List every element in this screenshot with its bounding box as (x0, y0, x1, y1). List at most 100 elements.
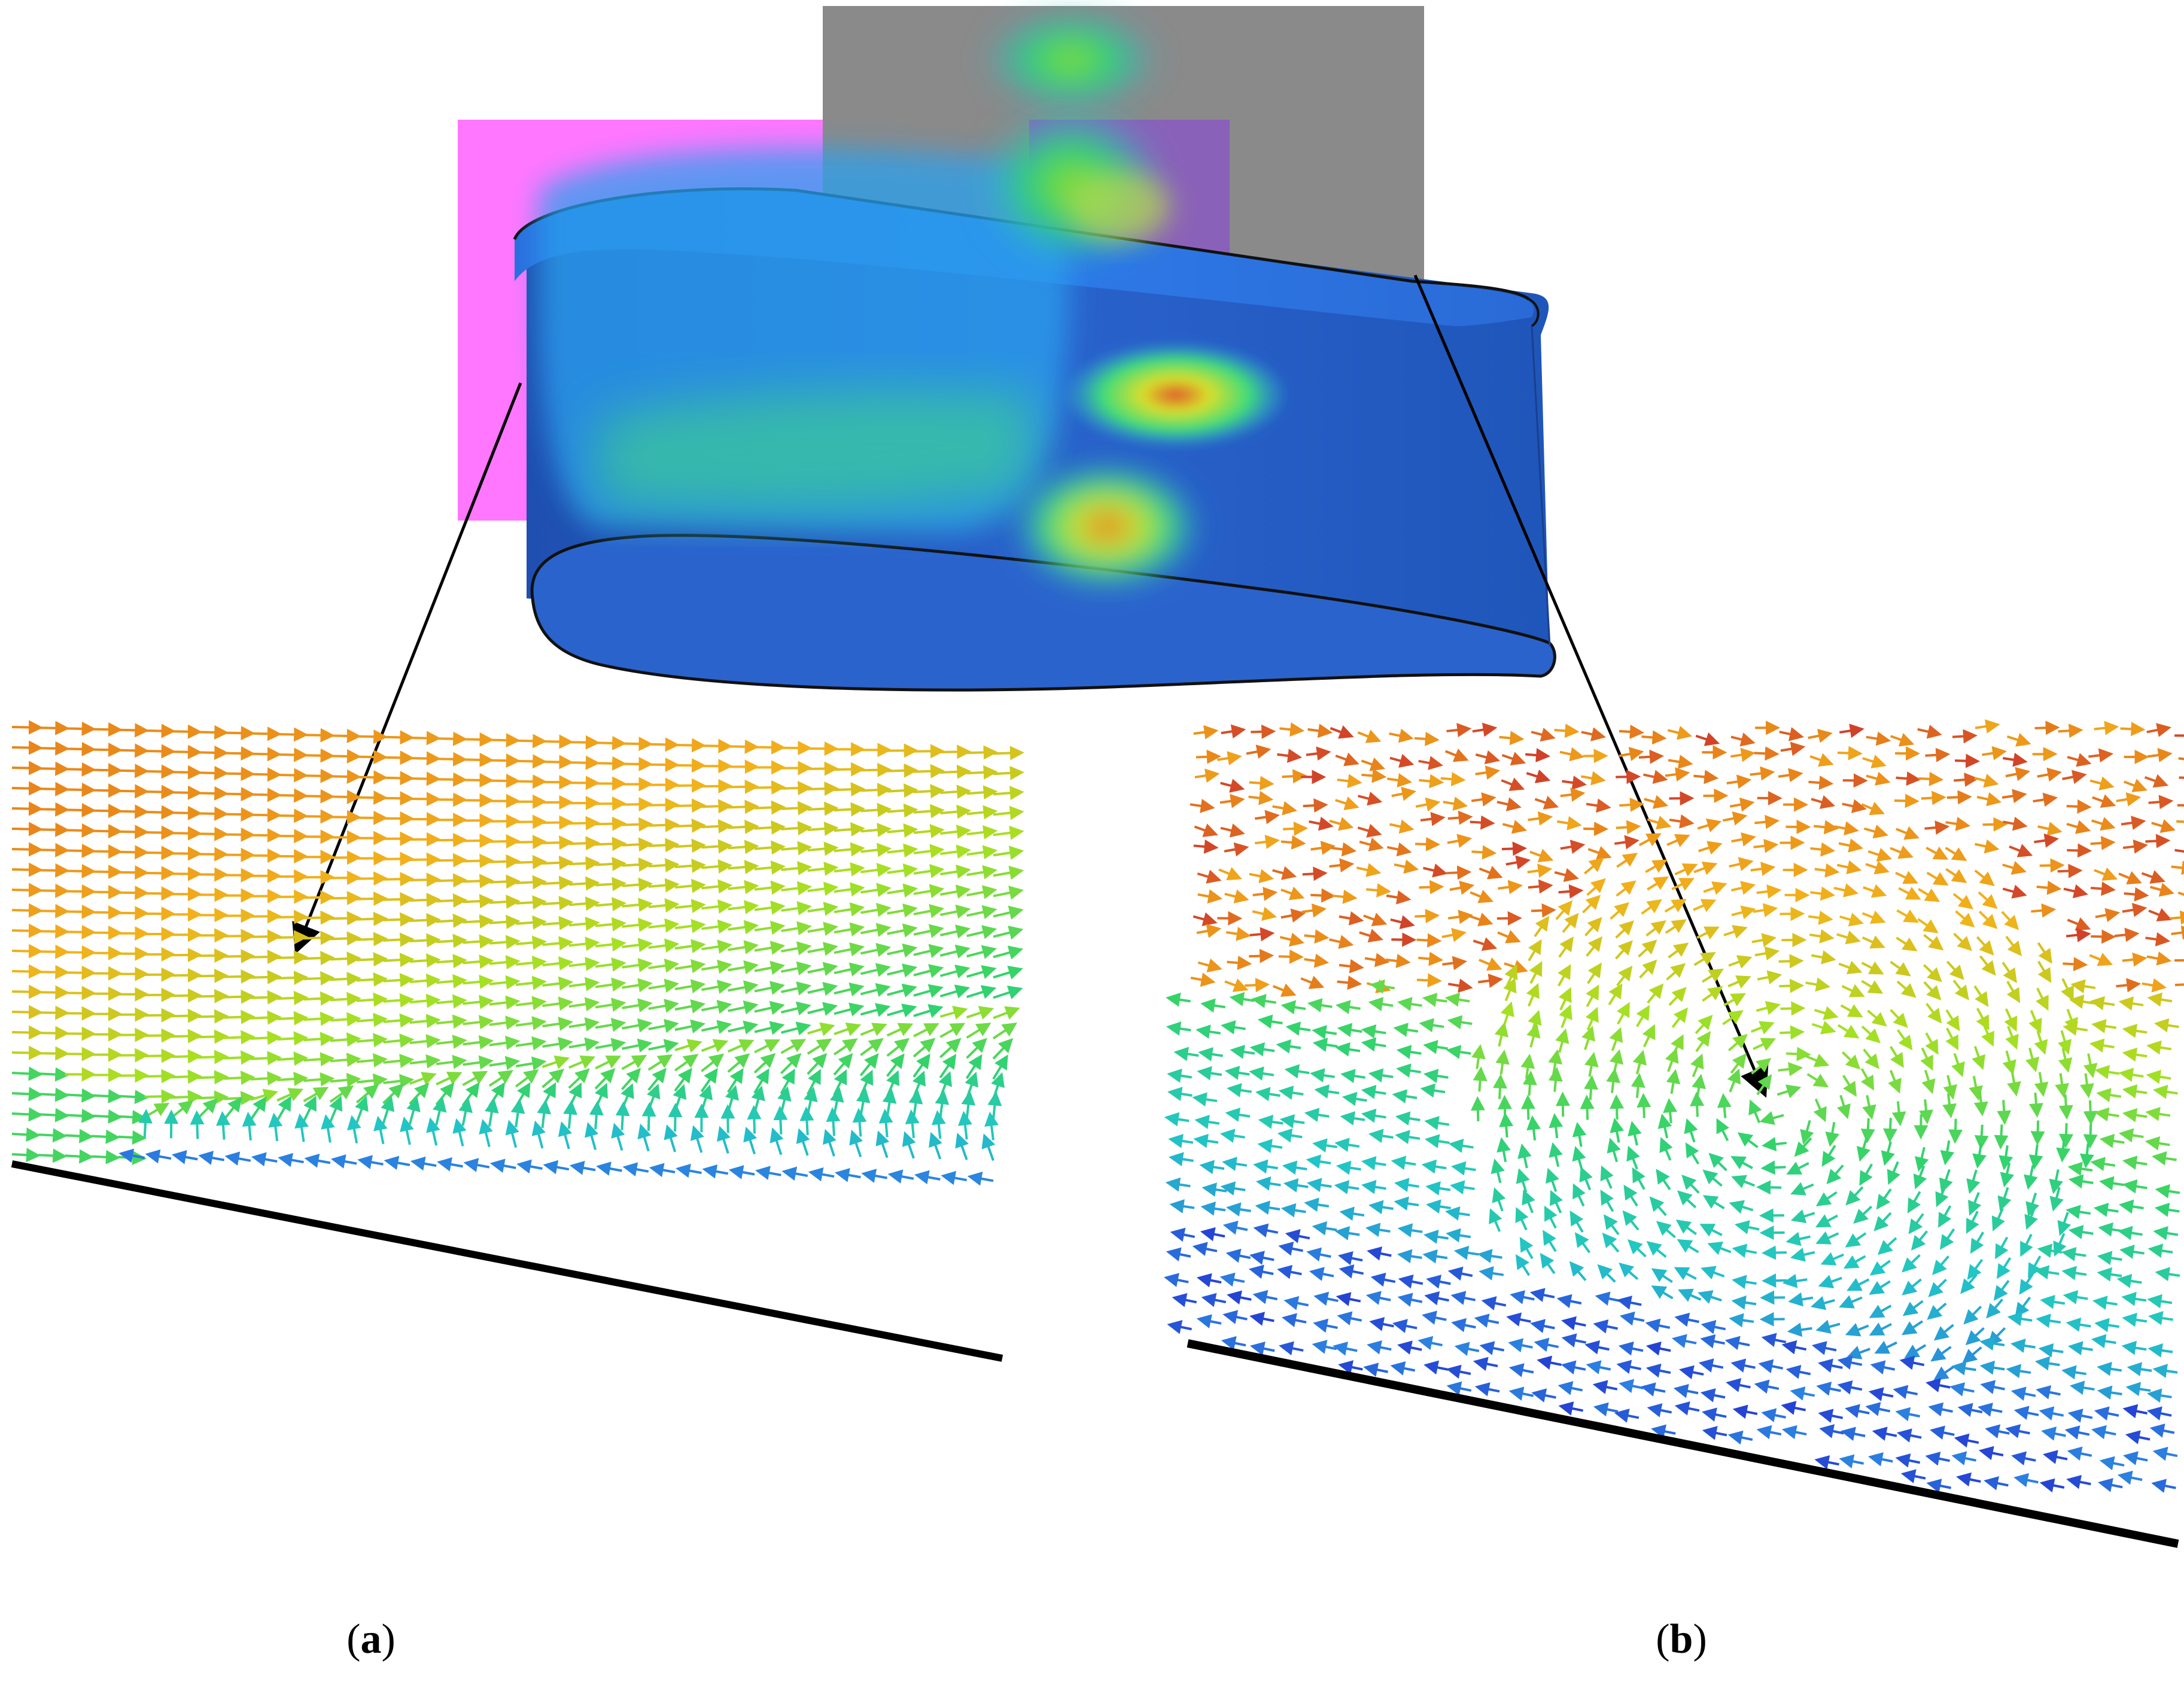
velocity-vector (1499, 731, 1525, 746)
velocity-vector (1727, 975, 1751, 989)
velocity-vector (144, 825, 176, 840)
velocity-vector (1862, 755, 1887, 769)
velocity-vector (1258, 1114, 1283, 1129)
velocity-vector (1780, 1025, 1805, 1040)
velocity-vector (1843, 1255, 1866, 1269)
velocity-vector (11, 720, 43, 735)
velocity-vector (2005, 1026, 2019, 1050)
velocity-vector (1685, 1142, 1700, 1165)
velocity-vector (875, 1130, 890, 1158)
velocity-vector (1496, 797, 1522, 811)
velocity-vector (38, 1148, 68, 1163)
velocity-vector (357, 911, 388, 926)
velocity-vector (747, 1105, 762, 1134)
velocity-vector (463, 1015, 494, 1030)
velocity-vector (1794, 1137, 1812, 1157)
velocity-vector (2068, 1341, 2093, 1356)
velocity-vector (1593, 1402, 1619, 1417)
velocity-vector (2037, 1243, 2063, 1258)
velocity-vector (224, 807, 255, 822)
velocity-vector (807, 801, 839, 816)
velocity-vector (1528, 879, 1553, 894)
velocity-vector (91, 824, 123, 839)
velocity-vector (1394, 1196, 1419, 1211)
velocity-vector (436, 994, 467, 1009)
velocity-vector (223, 1097, 242, 1120)
velocity-vector (1701, 1319, 1726, 1334)
velocity-vector (1446, 1381, 1472, 1396)
velocity-vector (1965, 1327, 1985, 1346)
velocity-vector (668, 1103, 683, 1132)
velocity-vector (436, 1035, 467, 1049)
velocity-vector (2122, 1084, 2148, 1099)
velocity-vector (1969, 1075, 1983, 1101)
velocity-vector (11, 862, 43, 877)
velocity-vector (2097, 1267, 2122, 1282)
velocity-vector (1581, 1026, 1595, 1050)
velocity-vector (1761, 1333, 1787, 1348)
velocity-vector (913, 824, 945, 838)
velocity-vector (1585, 1006, 1599, 1031)
velocity-vector (1333, 1342, 1358, 1356)
velocity-vector (1249, 869, 1274, 883)
velocity-vector (675, 798, 707, 813)
velocity-vector (1722, 1010, 1744, 1026)
velocity-vector (1925, 747, 1951, 762)
velocity-vector (1396, 1063, 1422, 1078)
velocity-vector (1917, 918, 1939, 933)
velocity-vector (966, 965, 997, 980)
velocity-vector (1731, 832, 1756, 847)
velocity-vector (1453, 1245, 1479, 1260)
velocity-vector (2122, 1404, 2148, 1419)
velocity-vector (595, 756, 627, 771)
velocity-vector (674, 1039, 702, 1053)
velocity-vector (1339, 911, 1364, 926)
velocity-vector (1592, 1380, 1618, 1394)
velocity-vector (807, 921, 838, 936)
velocity-vector (330, 1154, 357, 1169)
velocity-vector (1610, 1117, 1625, 1143)
velocity-vector (1424, 1291, 1449, 1306)
velocity-vector (1902, 1320, 1924, 1336)
velocity-vector (383, 932, 415, 947)
velocity-vector (1361, 1156, 1386, 1170)
velocity-vector (2122, 1155, 2148, 1170)
velocity-vector (1825, 1122, 1840, 1147)
velocity-vector (1361, 1179, 1386, 1194)
velocity-vector (807, 962, 838, 976)
velocity-vector (2127, 1362, 2152, 1377)
velocity-vector (138, 1109, 153, 1138)
velocity-vector (1895, 1407, 1921, 1422)
velocity-vector (1196, 1024, 1221, 1039)
velocity-vector (2116, 978, 2142, 993)
velocity-vector (2121, 1291, 2147, 1306)
velocity-vector (1448, 910, 1473, 924)
velocity-vector (1607, 1138, 1621, 1163)
velocity-vector (1837, 1024, 1860, 1039)
velocity-vector (409, 913, 441, 927)
velocity-vector (2079, 1143, 2094, 1169)
velocity-vector (1526, 983, 1540, 1007)
velocity-vector (966, 825, 998, 840)
velocity-vector (1470, 815, 1495, 830)
velocity-vector (849, 1129, 863, 1158)
velocity-vector (2066, 1317, 2091, 1332)
velocity-vector (382, 1083, 404, 1105)
velocity-vector (860, 942, 892, 957)
velocity-vector (1702, 1426, 1727, 1440)
velocity-vector (144, 1102, 170, 1118)
velocity-vector (1859, 1163, 1873, 1186)
velocity-vector (409, 1014, 441, 1029)
velocity-vector (2124, 887, 2149, 902)
velocity-vector (1614, 940, 1633, 960)
velocity-vector (1443, 796, 1468, 811)
velocity-vector (1197, 958, 1222, 972)
velocity-vector (1416, 973, 1442, 988)
velocity-vector (2094, 1406, 2119, 1421)
velocity-vector (1641, 899, 1662, 915)
velocity-vector (1891, 1101, 1906, 1127)
velocity-vector (1994, 1124, 2009, 1150)
velocity-vector (1424, 1115, 1450, 1130)
velocity-vector (966, 765, 998, 780)
velocity-vector (409, 771, 441, 786)
